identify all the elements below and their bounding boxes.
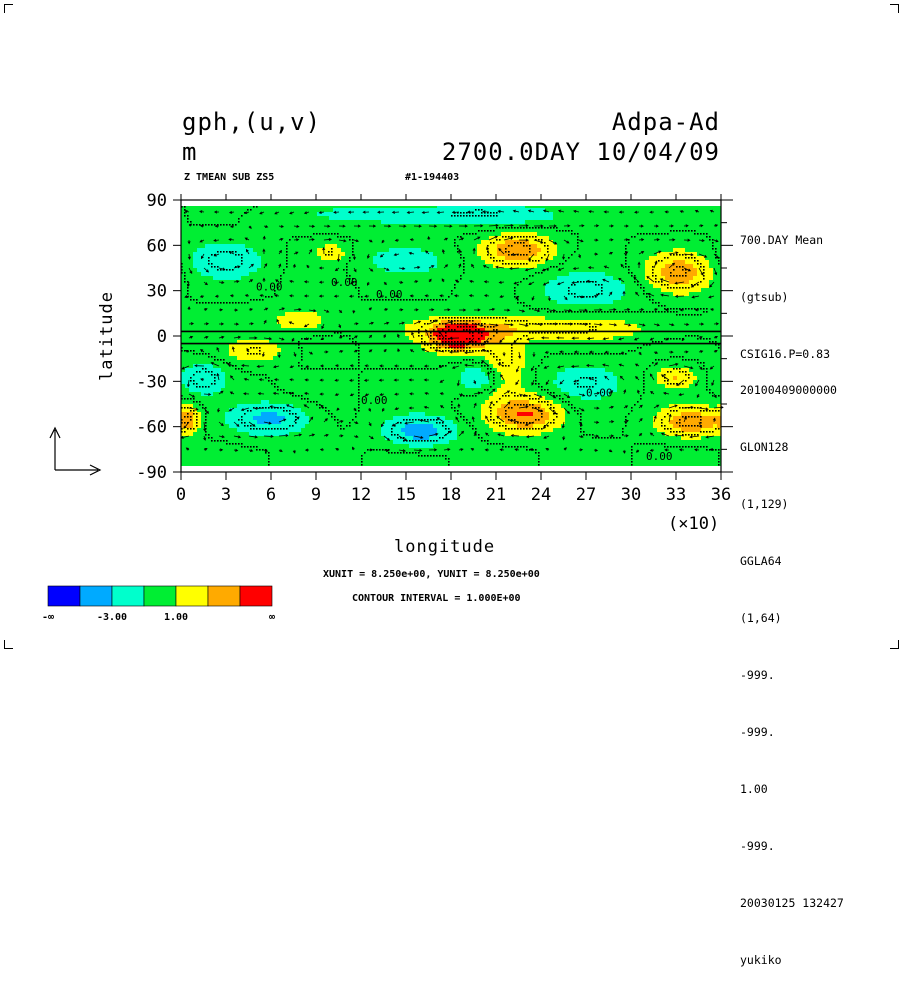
x-tick-label: 30 — [621, 485, 641, 505]
colorbar-swatch — [176, 586, 208, 606]
y-tick-label: 60 — [147, 236, 167, 256]
side-info-line: 20100409000000 — [740, 381, 844, 400]
title-left-line2: m — [182, 138, 197, 166]
side-info-line: GLON128 — [740, 438, 844, 457]
subtitle-left: Z TMEAN SUB ZS5 — [184, 172, 274, 183]
x-tick-label: 24 — [531, 485, 551, 505]
corner-mark-top-right — [890, 4, 899, 13]
x-tick-label: 12 — [351, 485, 371, 505]
corner-mark-bottom-left — [4, 640, 13, 649]
colorbar-swatch — [208, 586, 240, 606]
x-tick-label: 6 — [266, 485, 276, 505]
contour-label: 0.00 — [376, 288, 403, 301]
colorbar-swatch — [80, 586, 112, 606]
x-tick-label: 33 — [666, 485, 686, 505]
colorbar-swatch — [240, 586, 272, 606]
side-info-line: -999. — [740, 666, 844, 685]
x-tick-label: 0 — [176, 485, 186, 505]
side-info-line: (1,64) — [740, 609, 844, 628]
contour-interval-note: CONTOUR INTERVAL = 1.000E+00 — [352, 593, 521, 604]
plot-top-margin — [181, 200, 721, 206]
y-tick-label: -60 — [136, 418, 167, 438]
colorbar-label: -3.00 — [97, 612, 127, 623]
plot-bottom-margin — [181, 466, 721, 472]
reference-vector-icon — [50, 428, 100, 475]
side-info-line: 700.DAY Mean — [740, 231, 830, 250]
x-axis-title: longitude — [394, 537, 495, 557]
x-tick-label: 3 — [221, 485, 231, 505]
contour-label: 0.00 — [256, 281, 283, 294]
x-tick-label: 15 — [396, 485, 416, 505]
y-axis-title: latitude — [97, 291, 117, 381]
side-info-line: 1.00 — [740, 780, 844, 799]
corner-mark-bottom-right — [890, 640, 899, 649]
subtitle-mid: #1-194403 — [405, 172, 459, 183]
contour-label: 0.00 — [361, 394, 388, 407]
colorbar-swatch — [112, 586, 144, 606]
side-info-line: 20030125 132427 — [740, 894, 844, 913]
x-tick-label: 18 — [441, 485, 461, 505]
y-tick-label: -30 — [136, 372, 167, 392]
colorbar-label: -∞ — [42, 612, 54, 623]
contour-label: 0.00 — [586, 386, 613, 399]
contour-label: 0.00 — [331, 276, 358, 289]
x-tick-label: 36 — [711, 485, 731, 505]
x-axis-multiplier: (×10) — [668, 514, 719, 534]
colorbar-swatch — [144, 586, 176, 606]
side-info-bottom: 20100409000000 GLON128 (1,129) GGLA64 (1… — [740, 343, 844, 989]
colorbar-swatch — [48, 586, 80, 606]
y-tick-label: 0 — [157, 327, 167, 347]
x-tick-label: 27 — [576, 485, 596, 505]
units-note: XUNIT = 8.250e+00, YUNIT = 8.250e+00 — [323, 569, 540, 580]
colorbar-label: 1.00 — [164, 612, 188, 623]
side-info-line: -999. — [740, 723, 844, 742]
side-info-line: (1,129) — [740, 495, 844, 514]
y-tick-label: 30 — [147, 282, 167, 302]
title-right-line2: 2700.0DAY 10/04/09 — [442, 138, 720, 166]
side-info-line: (gtsub) — [740, 288, 830, 307]
side-info-line: yukiko — [740, 951, 844, 970]
contour-label: 0.00 — [646, 450, 673, 463]
corner-mark-top-left — [4, 4, 13, 13]
y-tick-label: -90 — [136, 463, 167, 483]
title-left-line1: gph,(u,v) — [182, 108, 321, 136]
x-tick-label: 21 — [486, 485, 506, 505]
side-info-line: -999. — [740, 837, 844, 856]
title-right-line1: Adpa-Ad — [612, 108, 720, 136]
y-tick-label: 90 — [147, 191, 167, 211]
colorbar-label: ∞ — [269, 612, 275, 623]
x-tick-label: 9 — [311, 485, 321, 505]
side-info-line: GGLA64 — [740, 552, 844, 571]
